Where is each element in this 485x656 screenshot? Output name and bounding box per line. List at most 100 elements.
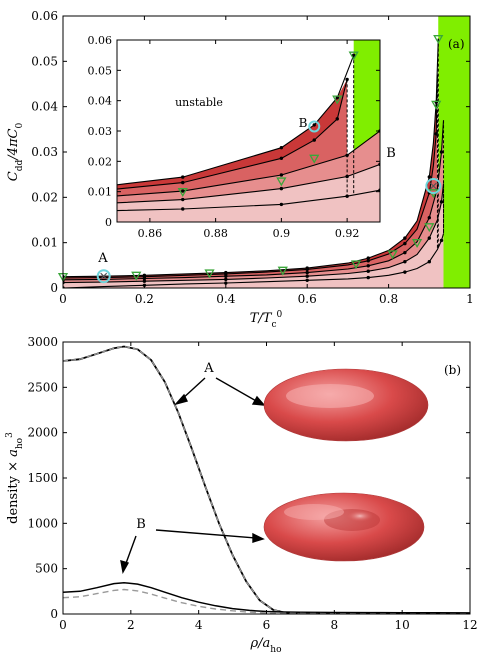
series-dot-4-12 (427, 175, 431, 179)
b-xtick-label-1: 2 (127, 618, 135, 632)
series-dot-4-13 (312, 123, 316, 127)
panel-label-a: (a) (448, 37, 465, 51)
unstable-label: unstable (175, 96, 223, 109)
arrow-b-to-curve (124, 535, 137, 567)
series-line-0 (117, 189, 380, 212)
marker-point-A (96, 269, 111, 284)
inset-point-label-b: B (299, 116, 308, 130)
arrow-a-to-shape (215, 377, 259, 403)
triangle-marker-1 (131, 271, 142, 281)
b-ytick-label-6: 3000 (27, 335, 58, 349)
band-1 (117, 164, 380, 211)
a-ytick-label-5: 0.05 (31, 54, 58, 68)
inset-ytick-label-5: 0.05 (88, 64, 113, 77)
a-ytick-label-1: 0.01 (31, 236, 58, 250)
series-dot-0-10 (403, 270, 407, 274)
series-line-4 (117, 55, 355, 186)
axis-ticks-b: 0 2 4 6 8 10 12 0 500 1000 1500 2000 2500 3000 (27, 335, 477, 632)
series-dot-3-8 (366, 259, 370, 263)
inset-ytick-label-3: 0.03 (88, 125, 113, 138)
marker-cross-A (100, 272, 108, 280)
series-line-0 (63, 233, 445, 288)
marker-cross-B (429, 182, 437, 190)
series-dot-2-11 (181, 189, 185, 193)
triangle-marker-8 (309, 154, 320, 164)
series-dot-3-10 (403, 241, 407, 246)
a-xtick-label-1: 0.2 (135, 292, 154, 306)
a-ytick-label-0: 0 (50, 281, 58, 295)
inset-ytick-label-0: 0 (105, 216, 112, 229)
series-line-1 (63, 183, 445, 284)
series-line-2 (63, 120, 445, 281)
inset-plot: 0.86 0.88 0.9 0.92 0 0.01 0.02 0.03 0.04 0.05 0.06… (88, 34, 381, 240)
triangle-marker-10 (348, 51, 359, 61)
series-dot-0-12 (279, 202, 284, 207)
band-3 (117, 79, 348, 196)
series-dot-4-10 (403, 236, 407, 240)
axis-ticks-a: 0 0.2 0.4 0.6 0.8 1 0 0.01 0.02 0.03 0.04 0.05 0.06 (31, 9, 474, 306)
inset-xtick-label-0: 0.86 (138, 227, 163, 240)
band-2 (117, 131, 380, 203)
density-line-a-dashed (63, 345, 470, 614)
series-dot-4-2 (142, 273, 147, 278)
a-xtick-label-0: 0 (59, 292, 67, 306)
ellipsoid-b-image (263, 492, 425, 562)
series-dot-1-8 (366, 269, 370, 273)
series-dot-3-11 (181, 180, 185, 185)
b-ytick-label-4: 2000 (27, 426, 58, 440)
series-dot-4-11 (181, 175, 185, 179)
panel-label-b: (b) (444, 363, 461, 377)
series-dot-1-10 (403, 260, 407, 264)
stability-bands (63, 74, 444, 288)
series-dot-2-8 (366, 264, 370, 268)
arrowhead-b-shape (252, 532, 265, 543)
density-line-b (63, 581, 470, 614)
x-axis-label-b: ρ/aho (250, 636, 282, 655)
triangle-marker-9 (431, 100, 442, 110)
series-dot-3-13 (312, 138, 316, 142)
marker-point-B (425, 178, 442, 194)
triangle-marker-7 (424, 223, 435, 233)
a-xtick-label-3: 0.6 (298, 292, 317, 306)
triangle-marker-4 (350, 260, 362, 270)
a-xtick-label-5: 1 (466, 292, 474, 306)
series-line-1 (117, 163, 380, 204)
inset-ytick-label-4: 0.04 (88, 95, 113, 108)
b-xtick-label-5: 10 (395, 618, 410, 632)
triangle-marker-6 (411, 239, 423, 248)
a-xtick-label-4: 0.8 (379, 292, 398, 306)
series-dot-1-12 (279, 186, 284, 191)
series-dot-4-4 (224, 270, 228, 275)
triangle-marker-10 (433, 35, 444, 44)
series-dot-4-12 (279, 145, 284, 150)
series-dot-0-11 (181, 207, 185, 211)
series-dot-0-8 (366, 275, 370, 280)
series-dot-1-4 (224, 277, 228, 282)
series-dot-4-6 (305, 266, 309, 270)
triangle-marker-5 (387, 250, 398, 260)
inset-ytick-label-2: 0.02 (88, 155, 113, 168)
inset-markers (177, 51, 359, 197)
b-xtick-label-2: 4 (195, 618, 203, 632)
point-label-a: A (97, 251, 108, 266)
triangle-marker-2 (204, 269, 215, 279)
series-dot-3-14 (434, 132, 438, 136)
inset-marker-point-B (308, 120, 321, 133)
series-dot-2-6 (305, 270, 309, 275)
series-dot-3-12 (279, 156, 284, 160)
density-lines (63, 345, 470, 614)
inset-xtick-label-3: 0.92 (335, 227, 360, 240)
series-line-3 (117, 79, 348, 190)
annotation-b-arrows (120, 529, 265, 575)
series-dot-2-12 (279, 173, 284, 177)
b-xtick-label-6: 12 (462, 618, 477, 632)
series-dot-1-11 (181, 197, 185, 202)
series-dot-1-6 (305, 274, 309, 278)
series-line-2 (117, 130, 380, 197)
a-ytick-label-4: 0.04 (31, 100, 58, 114)
arrowhead-b-curve (120, 560, 130, 575)
b-ytick-label-3: 1500 (27, 471, 58, 485)
series-dot-1-12 (427, 236, 431, 240)
series-dot-1-2 (142, 279, 147, 283)
b-xtick-label-4: 8 (331, 618, 339, 632)
